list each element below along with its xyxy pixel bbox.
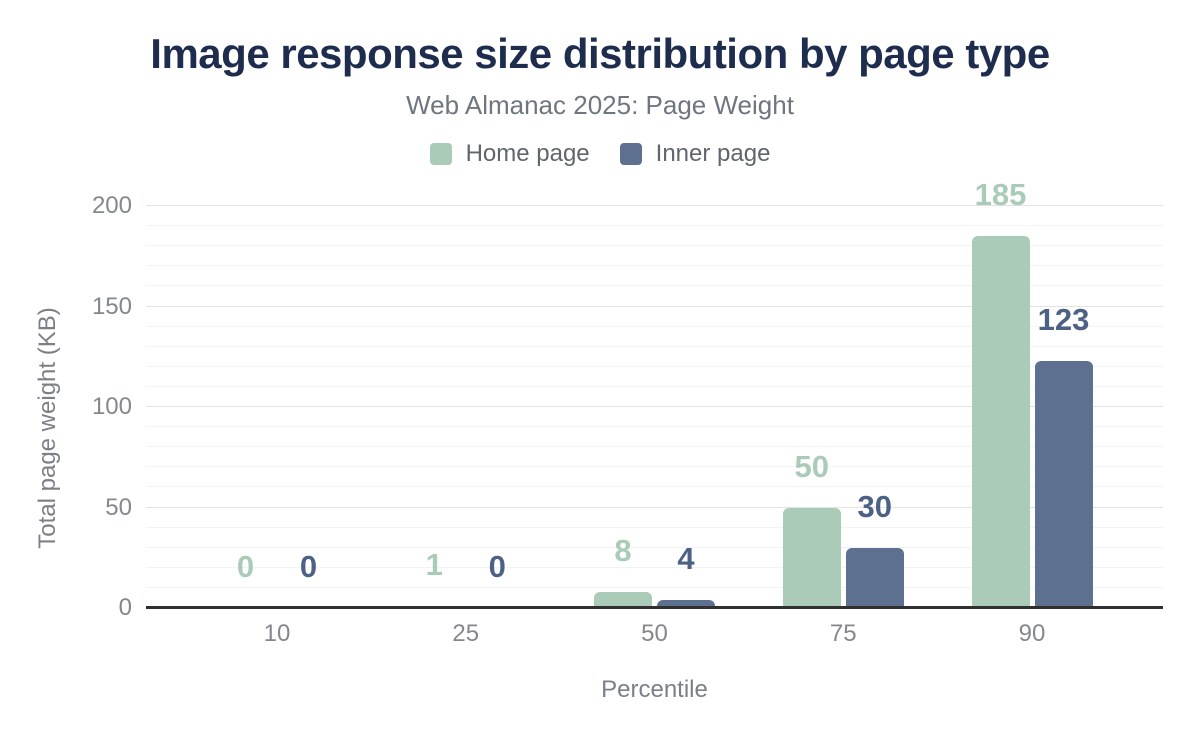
value-label-inner-page-p75: 30 xyxy=(857,488,892,524)
minor-gridline-30 xyxy=(146,546,1163,548)
value-label-home-page-p90: 185 xyxy=(974,177,1027,213)
minor-gridline-180 xyxy=(146,245,1163,247)
x-axis-tick-label-50: 50 xyxy=(641,620,668,647)
bar-inner-page-p50[interactable] xyxy=(657,599,715,608)
value-label-home-page-p75: 50 xyxy=(794,448,829,484)
x-axis-title: Percentile xyxy=(601,676,708,703)
legend-item-home-page[interactable]: Home page xyxy=(429,140,590,168)
minor-gridline-70 xyxy=(146,466,1163,468)
value-label-inner-page-p10: 0 xyxy=(299,549,318,584)
value-label-inner-page-p90: 123 xyxy=(1037,301,1090,337)
minor-gridline-110 xyxy=(146,385,1163,387)
bar-home-page-p50[interactable] xyxy=(594,591,652,608)
major-gridline-100 xyxy=(146,406,1163,407)
y-axis-tick-label-50: 50 xyxy=(105,493,132,521)
chart-subtitle: Web Almanac 2025: Page Weight xyxy=(406,90,794,120)
x-axis-tick-label-75: 75 xyxy=(829,620,857,647)
legend: Home page Inner page xyxy=(0,140,1200,168)
minor-gridline-170 xyxy=(146,265,1163,267)
value-label-home-page-p50: 8 xyxy=(614,532,632,568)
y-axis-tick-label-150: 150 xyxy=(91,292,132,320)
x-axis-tick-label-90: 90 xyxy=(1018,620,1046,647)
x-axis-tick-label-25: 25 xyxy=(452,620,480,647)
bar-inner-page-p90[interactable] xyxy=(1034,360,1093,608)
minor-gridline-60 xyxy=(146,486,1163,488)
y-axis-tick-label-100: 100 xyxy=(91,393,132,420)
minor-gridline-120 xyxy=(146,365,1163,367)
y-axis-title: Total page weight (KB) xyxy=(34,307,61,549)
bar-inner-page-p75[interactable] xyxy=(845,547,904,608)
major-gridline-200 xyxy=(146,205,1163,206)
minor-gridline-130 xyxy=(146,345,1163,347)
bar-home-page-p90[interactable] xyxy=(971,236,1030,608)
minor-gridline-80 xyxy=(146,446,1163,448)
minor-gridline-40 xyxy=(146,526,1163,528)
legend-label-inner-page: Inner page xyxy=(655,140,771,167)
x-axis-line xyxy=(146,606,1163,609)
minor-gridline-10 xyxy=(146,586,1163,588)
value-label-inner-page-p25: 0 xyxy=(488,549,506,584)
legend-swatch-home-page xyxy=(429,143,452,165)
y-axis-tick-label-200: 200 xyxy=(91,192,132,219)
minor-gridline-190 xyxy=(146,225,1163,227)
chart-title: Image response size distribution by page… xyxy=(150,30,1050,77)
minor-gridline-20 xyxy=(146,566,1163,568)
minor-gridline-160 xyxy=(146,285,1163,287)
legend-item-inner-page[interactable]: Inner page xyxy=(619,140,771,168)
plot-area: 0 50 100 150 200 10 0 0 25 1 0 50 8 4 75 50 30 90 185 123 xyxy=(92,179,1163,646)
y-axis-tick-label-0: 0 xyxy=(118,594,132,621)
legend-swatch-inner-page xyxy=(619,143,642,165)
x-axis-tick-label-10: 10 xyxy=(263,620,291,647)
bar-home-page-p75[interactable] xyxy=(782,507,841,608)
value-label-home-page-p25: 1 xyxy=(425,547,443,582)
major-gridline-50 xyxy=(146,506,1163,508)
value-label-home-page-p10: 0 xyxy=(236,549,255,584)
minor-gridline-90 xyxy=(146,426,1163,428)
minor-gridline-140 xyxy=(146,325,1163,327)
major-gridline-150 xyxy=(146,305,1163,307)
value-label-inner-page-p50: 4 xyxy=(677,540,695,576)
legend-label-home-page: Home page xyxy=(465,140,590,167)
